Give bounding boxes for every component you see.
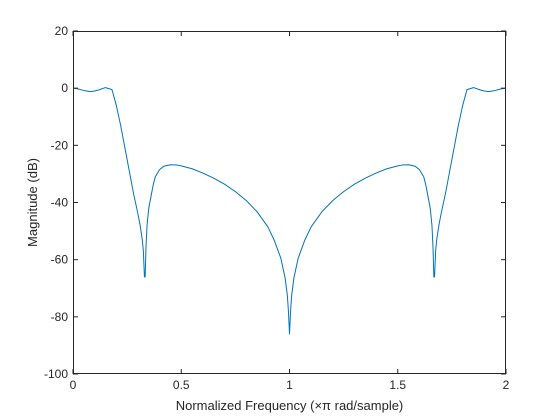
x-axis-label: Normalized Frequency (×π rad/sample) [176, 398, 404, 413]
x-tick-label: 0.5 [173, 378, 190, 392]
tick-layer: 0 0.5 1 1.5 2 20 0 -20 -40 -60 -80 -100 [44, 24, 510, 392]
x-tick-label: 1.5 [389, 378, 406, 392]
y-tick-label: 0 [61, 81, 68, 95]
x-tick-label: 0 [70, 378, 77, 392]
plot-area [73, 31, 506, 374]
x-tick-label: 2 [503, 378, 510, 392]
y-tick-label: 20 [55, 24, 69, 38]
y-tick-label: -40 [51, 196, 69, 210]
magnitude-curve [72, 87, 507, 335]
x-tick-label: 1 [286, 378, 293, 392]
y-tick-label: -80 [51, 310, 69, 324]
y-tick-label: -60 [51, 253, 69, 267]
y-axis-label: Magnitude (dB) [25, 158, 40, 247]
y-tick-label: -20 [51, 138, 69, 152]
curve-layer [72, 87, 507, 335]
y-tick-label: -100 [44, 367, 68, 381]
